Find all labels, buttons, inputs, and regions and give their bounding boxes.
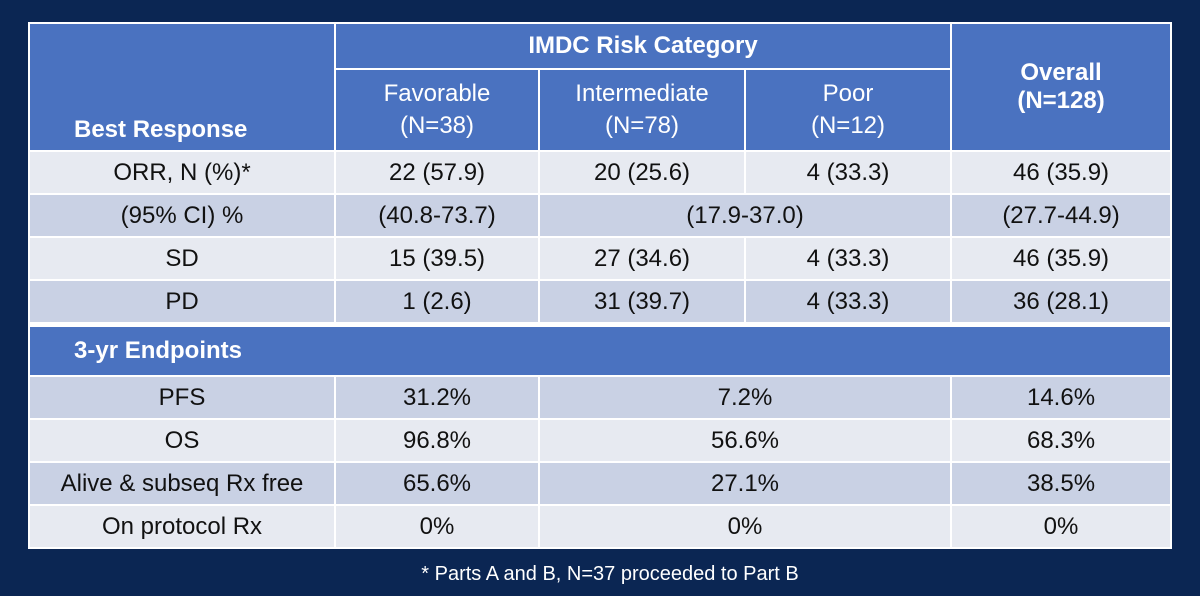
cell-overall: (27.7-44.9): [950, 193, 1173, 238]
cell-intermediate-poor: 7.2%: [537, 375, 953, 420]
cell-overall: 36 (28.1): [950, 279, 1173, 326]
table-row-protocol: On protocol Rx 0% 0% 0%: [28, 504, 1173, 549]
overall-header-name: Overall: [1020, 59, 1102, 86]
overall-header-n: (N=128): [1017, 87, 1105, 114]
cell-favorable: 31.2%: [334, 375, 540, 420]
favorable-header: Favorable (N=38): [334, 68, 540, 152]
cell-intermediate-poor: 0%: [537, 504, 953, 549]
favorable-header-n: (N=38): [399, 112, 475, 139]
cell-overall: 46 (35.9): [950, 236, 1173, 281]
row-label: OS: [28, 418, 336, 463]
cell-favorable: 0%: [334, 504, 540, 549]
endpoints-section-title: 3-yr Endpoints: [27, 322, 1173, 377]
endpoints-section-row: 3-yr Endpoints: [27, 322, 1173, 377]
table-row-os: OS 96.8% 56.6% 68.3%: [28, 418, 1173, 463]
favorable-header-name: Favorable: [383, 80, 491, 107]
cell-intermediate: 27 (34.6): [538, 236, 746, 281]
table-row-alive: Alive & subseq Rx free 65.6% 27.1% 38.5%: [28, 461, 1173, 506]
best-response-header: Best Response: [28, 22, 336, 152]
cell-favorable: 15 (39.5): [334, 236, 540, 281]
cell-overall: 14.6%: [950, 375, 1173, 420]
intermediate-header-n: (N=78): [604, 112, 680, 139]
footnote: * Parts A and B, N=37 proceeded to Part …: [421, 563, 799, 585]
results-table: Best Response IMDC Risk Category Overall…: [27, 22, 1173, 549]
table-row-pd: PD 1 (2.6) 31 (39.7) 4 (33.3) 36 (28.1): [28, 279, 1173, 326]
intermediate-header: Intermediate (N=78): [538, 68, 746, 152]
cell-favorable: 22 (57.9): [334, 150, 540, 195]
cell-poor: 4 (33.3): [743, 150, 953, 195]
cell-overall: 38.5%: [950, 461, 1173, 506]
row-label: (95% CI) %: [28, 193, 336, 238]
cell-intermediate: 20 (25.6): [538, 150, 746, 195]
row-label: ORR, N (%)*: [28, 150, 336, 195]
imdc-risk-header: IMDC Risk Category: [333, 22, 953, 70]
overall-header: Overall (N=128): [950, 22, 1173, 152]
cell-favorable: 96.8%: [334, 418, 540, 463]
cell-poor: 4 (33.3): [743, 236, 953, 281]
results-table-container: Best Response IMDC Risk Category Overall…: [27, 22, 1173, 549]
poor-header-name: Poor: [822, 80, 874, 107]
cell-overall: 46 (35.9): [950, 150, 1173, 195]
cell-intermediate: 31 (39.7): [538, 279, 746, 326]
cell-favorable: (40.8-73.7): [334, 193, 540, 238]
cell-poor: 4 (33.3): [743, 279, 953, 326]
row-label: PD: [28, 279, 336, 326]
table-row-sd: SD 15 (39.5) 27 (34.6) 4 (33.3) 46 (35.9…: [28, 236, 1173, 281]
table-row-pfs: PFS 31.2% 7.2% 14.6%: [28, 375, 1173, 420]
row-label: Alive & subseq Rx free: [28, 461, 336, 506]
cell-intermediate-poor: 27.1%: [537, 461, 953, 506]
cell-overall: 68.3%: [950, 418, 1173, 463]
cell-overall: 0%: [950, 504, 1173, 549]
row-label: PFS: [28, 375, 336, 420]
row-label: On protocol Rx: [28, 504, 336, 549]
poor-header-n: (N=12): [810, 112, 886, 139]
cell-intermediate-poor: (17.9-37.0): [537, 193, 953, 238]
table-row-ci: (95% CI) % (40.8-73.7) (17.9-37.0) (27.7…: [28, 193, 1173, 238]
intermediate-header-name: Intermediate: [575, 80, 709, 107]
cell-favorable: 65.6%: [334, 461, 540, 506]
poor-header: Poor (N=12): [743, 68, 953, 152]
row-label: SD: [28, 236, 336, 281]
table-row-orr: ORR, N (%)* 22 (57.9) 20 (25.6) 4 (33.3)…: [28, 150, 1173, 195]
cell-favorable: 1 (2.6): [334, 279, 540, 326]
cell-intermediate-poor: 56.6%: [537, 418, 953, 463]
